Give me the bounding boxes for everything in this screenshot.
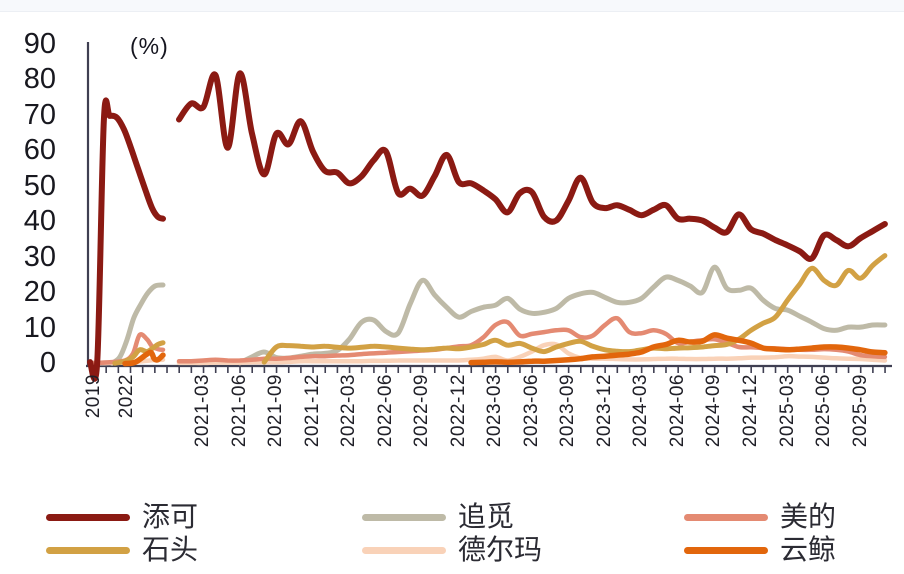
series-line-yunjing (468, 332, 888, 366)
x-axis-label: 2021-06 (228, 374, 250, 448)
y-axis-label: 80 (23, 63, 56, 96)
x-axis-label: 2022 (116, 374, 137, 419)
y-axis-label: 20 (23, 276, 56, 309)
x-axis-label: 2022-12 (447, 374, 469, 448)
x-axis-label: 2019 (83, 374, 104, 419)
series-line-tianke (176, 70, 888, 262)
x-axis-label: 2022-06 (374, 374, 396, 448)
series-line-zhuimi (237, 264, 888, 366)
x-axis-label: 2022-03 (338, 374, 360, 448)
x-axis-label: 2021-09 (265, 374, 287, 448)
x-axis-label: 2024-12 (739, 374, 761, 448)
series-line-tianke (87, 97, 166, 382)
y-axis-label: 10 (23, 311, 56, 344)
y-axis-label: 60 (23, 134, 56, 167)
x-axis-label: 2025-06 (813, 374, 834, 448)
y-axis-label: 30 (23, 240, 56, 273)
x-axis-label: 2023-09 (557, 374, 579, 448)
x-axis-label: 2021-12 (301, 374, 323, 448)
x-axis-label: 2021-03 (192, 374, 214, 448)
x-axis-label: 2025-09 (849, 374, 871, 448)
x-axis-label: 2024-09 (703, 374, 725, 448)
x-axis-label: 2023-06 (520, 374, 542, 448)
x-axis-label: 2024-03 (630, 374, 652, 448)
top-band (0, 0, 904, 12)
x-axis-label: 2025-03 (776, 374, 798, 448)
y-axis-label: 40 (23, 205, 56, 238)
x-axis-label: 2024-06 (666, 374, 688, 448)
y-axis-label: 50 (23, 169, 56, 202)
y-axis-label: 90 (23, 28, 56, 61)
series-line-delma (176, 341, 888, 366)
x-axis-label: 2023-12 (593, 374, 615, 448)
series-line-shitou (261, 253, 888, 365)
series-line-zhuimi (109, 282, 166, 366)
y-axis-label: 0 (39, 346, 56, 379)
x-axis-label: 2023-03 (484, 374, 506, 448)
series-line-yunjing (122, 349, 166, 367)
y-axis-unit-label: (%) (130, 33, 169, 59)
x-axis-label: 2022-09 (411, 374, 433, 448)
y-axis-label: 70 (23, 98, 56, 131)
